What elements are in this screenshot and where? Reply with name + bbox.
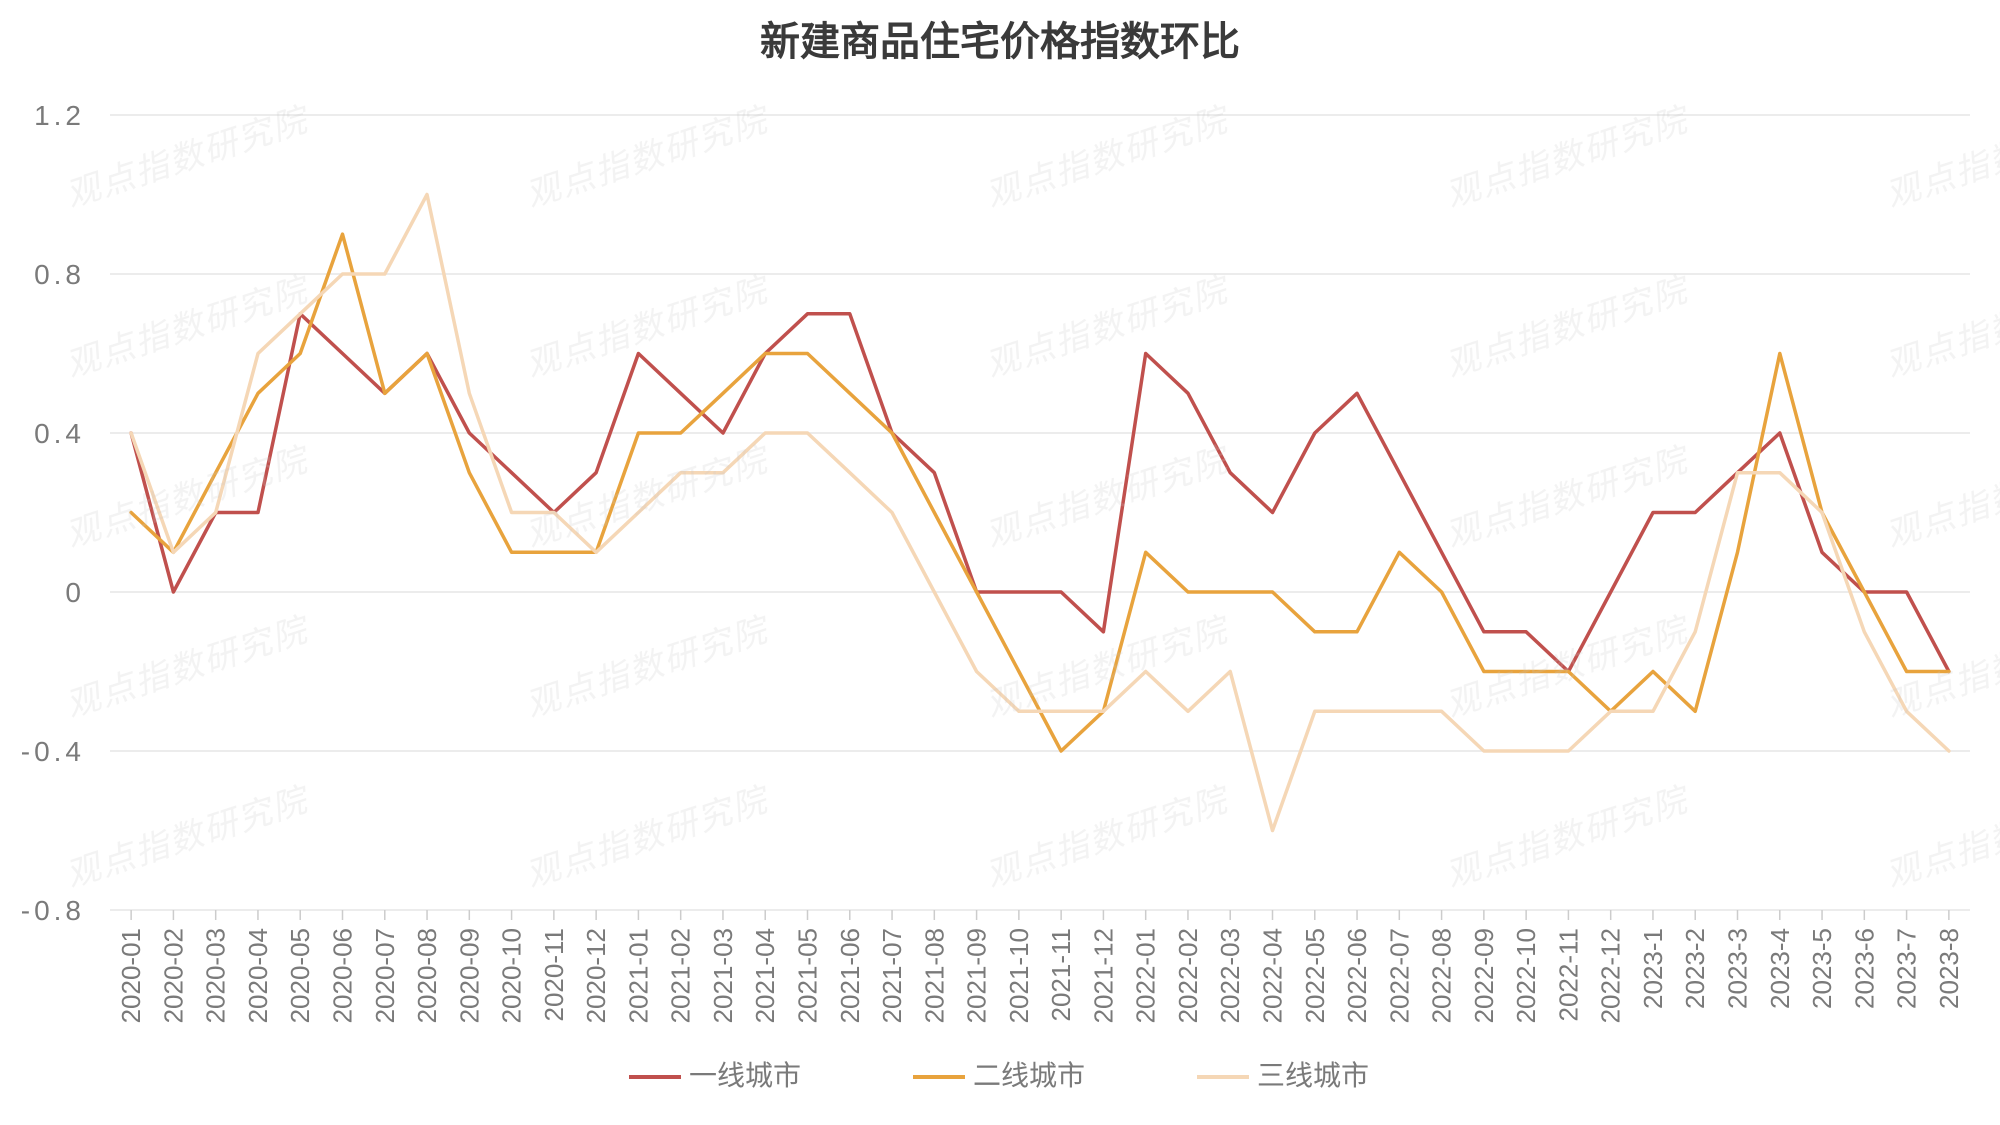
chart-container: 新建商品住宅价格指数环比 -0.8 -0.4 0 0.4 0.8 1.2 2020-01 202… <box>0 0 2000 1125</box>
x-axis-label: 2022-03 <box>1215 928 1245 1023</box>
x-axis-label: 2023-5 <box>1807 928 1837 1009</box>
x-axis-label: 2022-05 <box>1300 928 1330 1023</box>
x-axis-label: 2022-04 <box>1258 928 1288 1023</box>
y-axis-label: 1.2 <box>34 100 85 131</box>
x-axis-label: 2022-01 <box>1131 928 1161 1023</box>
x-axis-label: 2022-02 <box>1173 928 1203 1023</box>
x-axis-label: 2021-06 <box>835 928 865 1023</box>
legend-swatch <box>629 1075 681 1079</box>
x-axis-label: 2020-05 <box>285 928 315 1023</box>
x-axis-label: 2023-6 <box>1849 928 1879 1009</box>
x-axis-label: 2022-07 <box>1384 928 1414 1023</box>
x-axis-label: 2020-10 <box>497 928 527 1023</box>
x-axis-label: 2023-2 <box>1680 928 1710 1009</box>
x-axis-label: 2021-08 <box>919 928 949 1023</box>
x-axis-label: 2020-06 <box>328 928 358 1023</box>
x-axis-label: 2023-3 <box>1723 928 1753 1009</box>
x-axis-label: 2022-10 <box>1511 928 1541 1023</box>
x-axis-label: 2022-12 <box>1596 928 1626 1023</box>
x-axis-label: 2021-07 <box>877 928 907 1023</box>
legend-label: 二线城市 <box>973 1060 1085 1091</box>
y-axis-label: -0.4 <box>21 736 85 767</box>
legend-swatch <box>913 1075 965 1079</box>
x-axis-label: 2021-02 <box>666 928 696 1023</box>
x-axis-label: 2021-01 <box>623 928 653 1023</box>
x-axis-label: 2022-08 <box>1427 928 1457 1023</box>
x-axis-label: 2020-07 <box>370 928 400 1023</box>
x-axis-label: 2020-01 <box>116 928 146 1023</box>
x-axis-label: 2021-05 <box>793 928 823 1023</box>
legend-label: 一线城市 <box>689 1060 801 1091</box>
x-axis-label: 2021-04 <box>750 928 780 1023</box>
x-axis-label: 2020-09 <box>454 928 484 1023</box>
x-axis-label: 2021-11 <box>1046 928 1076 1022</box>
line-chart: 新建商品住宅价格指数环比 -0.8 -0.4 0 0.4 0.8 1.2 2020-01 202… <box>0 0 2000 1125</box>
y-axis-label: 0.8 <box>34 259 85 290</box>
x-axis-label: 2020-04 <box>243 928 273 1023</box>
x-axis-label: 2021-12 <box>1088 928 1118 1023</box>
x-axis-label: 2022-11 <box>1553 928 1583 1022</box>
x-axis-label: 2020-03 <box>201 928 231 1023</box>
x-axis-label: 2020-08 <box>412 928 442 1023</box>
x-axis-label: 2023-8 <box>1934 928 1964 1009</box>
x-axis-label: 2023-7 <box>1892 928 1922 1009</box>
legend-swatch <box>1197 1075 1249 1079</box>
x-axis-label: 2022-06 <box>1342 928 1372 1023</box>
y-axis-label: 0.4 <box>34 418 85 449</box>
x-axis-label: 2020-11 <box>539 928 569 1022</box>
x-axis-label: 2020-02 <box>158 928 188 1023</box>
chart-title: 新建商品住宅价格指数环比 <box>760 19 1240 64</box>
x-axis-label: 2023-4 <box>1765 928 1795 1009</box>
x-axis-label: 2023-1 <box>1638 928 1668 1009</box>
y-axis-label: -0.8 <box>21 895 85 926</box>
x-axis-label: 2022-09 <box>1469 928 1499 1023</box>
y-axis-label: 0 <box>65 577 85 608</box>
x-axis-label: 2021-09 <box>962 928 992 1023</box>
x-axis-label: 2021-03 <box>708 928 738 1023</box>
x-axis-label: 2020-12 <box>581 928 611 1023</box>
x-axis-label: 2021-10 <box>1004 928 1034 1023</box>
legend-label: 三线城市 <box>1257 1060 1369 1091</box>
